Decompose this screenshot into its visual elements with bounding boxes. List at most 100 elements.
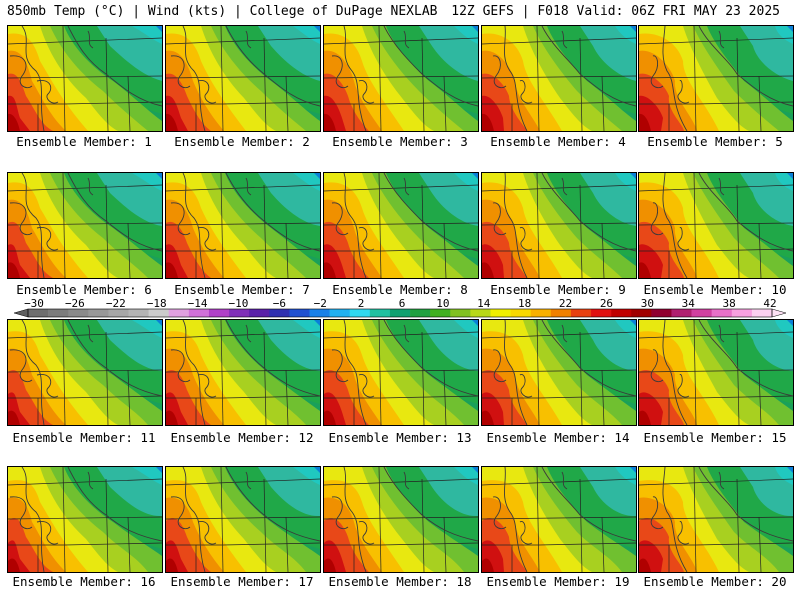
temperature-fill-band xyxy=(166,262,178,278)
state-border xyxy=(579,478,583,572)
colorbar-tick-label: 22 xyxy=(559,297,572,310)
state-border xyxy=(758,222,762,278)
state-border xyxy=(443,516,447,572)
height-contour xyxy=(182,173,206,278)
temperature-fill-band xyxy=(156,26,162,32)
state-border xyxy=(263,184,267,278)
ensemble-map-panel xyxy=(323,172,479,279)
temperature-fill-band xyxy=(630,173,636,179)
state-border xyxy=(64,248,162,252)
height-contour xyxy=(170,496,191,530)
height-contour xyxy=(718,30,725,49)
temperature-fill-band xyxy=(156,320,162,326)
ensemble-map-panel xyxy=(481,25,637,132)
state-border xyxy=(538,101,636,105)
height-contour xyxy=(170,55,191,89)
temperature-map xyxy=(639,173,793,278)
temperature-fill-band xyxy=(132,320,162,338)
colorbar-tick-label: −22 xyxy=(106,297,126,310)
state-border xyxy=(166,369,320,373)
temperature-fill-band xyxy=(787,26,793,32)
state-border xyxy=(421,184,425,278)
temperature-fill-band xyxy=(615,467,636,485)
state-border xyxy=(220,467,224,572)
height-contour xyxy=(403,324,410,343)
colorbar-swatch xyxy=(309,309,330,317)
colorbar-tick-label: −26 xyxy=(65,297,85,310)
height-contour xyxy=(561,30,568,49)
temperature-fill-band xyxy=(787,173,793,179)
colorbar-swatch xyxy=(229,309,250,317)
height-contour xyxy=(9,55,33,89)
state-border xyxy=(758,75,762,131)
state-border xyxy=(536,320,540,425)
colorbar-swatch xyxy=(631,309,652,317)
colorbar-swatch xyxy=(188,309,210,317)
height-contour xyxy=(662,320,688,425)
height-contour xyxy=(343,173,367,278)
colorbar-swatch xyxy=(48,309,69,317)
colorbar-swatch xyxy=(88,309,109,317)
temperature-map xyxy=(482,320,636,425)
ensemble-member-label: Ensemble Member: 7 xyxy=(174,282,310,297)
height-contour xyxy=(170,202,191,236)
height-contour xyxy=(36,227,59,251)
state-border xyxy=(166,184,320,192)
state-border xyxy=(220,26,224,131)
ensemble-member-label: Ensemble Member: 15 xyxy=(643,430,787,445)
height-contour xyxy=(36,374,59,398)
state-border xyxy=(443,75,447,131)
temperature-map xyxy=(8,467,162,572)
height-contour xyxy=(182,467,206,572)
state-border xyxy=(64,101,162,105)
state-border xyxy=(601,369,605,425)
state-border xyxy=(324,37,478,45)
colorbar-tick-label: −2 xyxy=(314,297,327,310)
temperature-fill-band xyxy=(472,26,478,32)
state-border xyxy=(482,331,636,339)
state-border xyxy=(380,395,478,399)
temperature-fill-band xyxy=(639,558,651,572)
colorbar-tick-label: −18 xyxy=(147,297,167,310)
ensemble-map-panel xyxy=(638,466,794,573)
ensemble-member-label: Ensemble Member: 18 xyxy=(328,574,472,589)
ensemble-map-panel xyxy=(481,319,637,426)
state-border xyxy=(64,395,162,399)
ensemble-member-label: Ensemble Member: 16 xyxy=(12,574,156,589)
temperature-fill-band xyxy=(472,467,478,473)
temperature-fill-band xyxy=(787,467,793,473)
colorbar-swatch xyxy=(651,309,672,317)
colorbar-tick-label: 6 xyxy=(399,297,406,310)
colorbar-swatch xyxy=(470,309,491,317)
temperature-fill-band xyxy=(454,320,478,338)
colorbar-max-arrow xyxy=(771,308,787,318)
height-contour xyxy=(245,471,252,490)
temperature-fill-band xyxy=(630,26,636,32)
state-border xyxy=(693,26,697,131)
height-contour xyxy=(182,26,206,131)
height-contour xyxy=(504,26,528,131)
ensemble-map-panel xyxy=(165,25,321,132)
ensemble-member-label: Ensemble Member: 17 xyxy=(170,574,314,589)
height-contour xyxy=(492,202,507,236)
temperature-fill-band xyxy=(580,173,636,226)
colorbar-tick-label: 42 xyxy=(763,297,776,310)
state-border xyxy=(8,222,162,226)
colorbar-swatch xyxy=(751,309,773,317)
height-contour xyxy=(225,173,320,252)
state-border xyxy=(736,478,740,572)
height-contour xyxy=(403,177,410,196)
ensemble-map-panel xyxy=(165,319,321,426)
colorbar-tick-label: 18 xyxy=(518,297,531,310)
height-contour xyxy=(519,374,533,398)
chart-title: 850mb Temp (°C) | Wind (kts) | College o… xyxy=(7,4,438,19)
temperature-fill-band xyxy=(775,467,793,485)
ensemble-member-label: Ensemble Member: 4 xyxy=(490,134,626,149)
colorbar-tick-label: 38 xyxy=(722,297,735,310)
height-contour xyxy=(698,26,793,107)
colorbar-swatch xyxy=(269,309,290,317)
colorbar-min-arrow xyxy=(13,308,29,318)
height-contour xyxy=(650,349,664,383)
state-border xyxy=(127,516,131,572)
ensemble-map-panel xyxy=(165,466,321,573)
